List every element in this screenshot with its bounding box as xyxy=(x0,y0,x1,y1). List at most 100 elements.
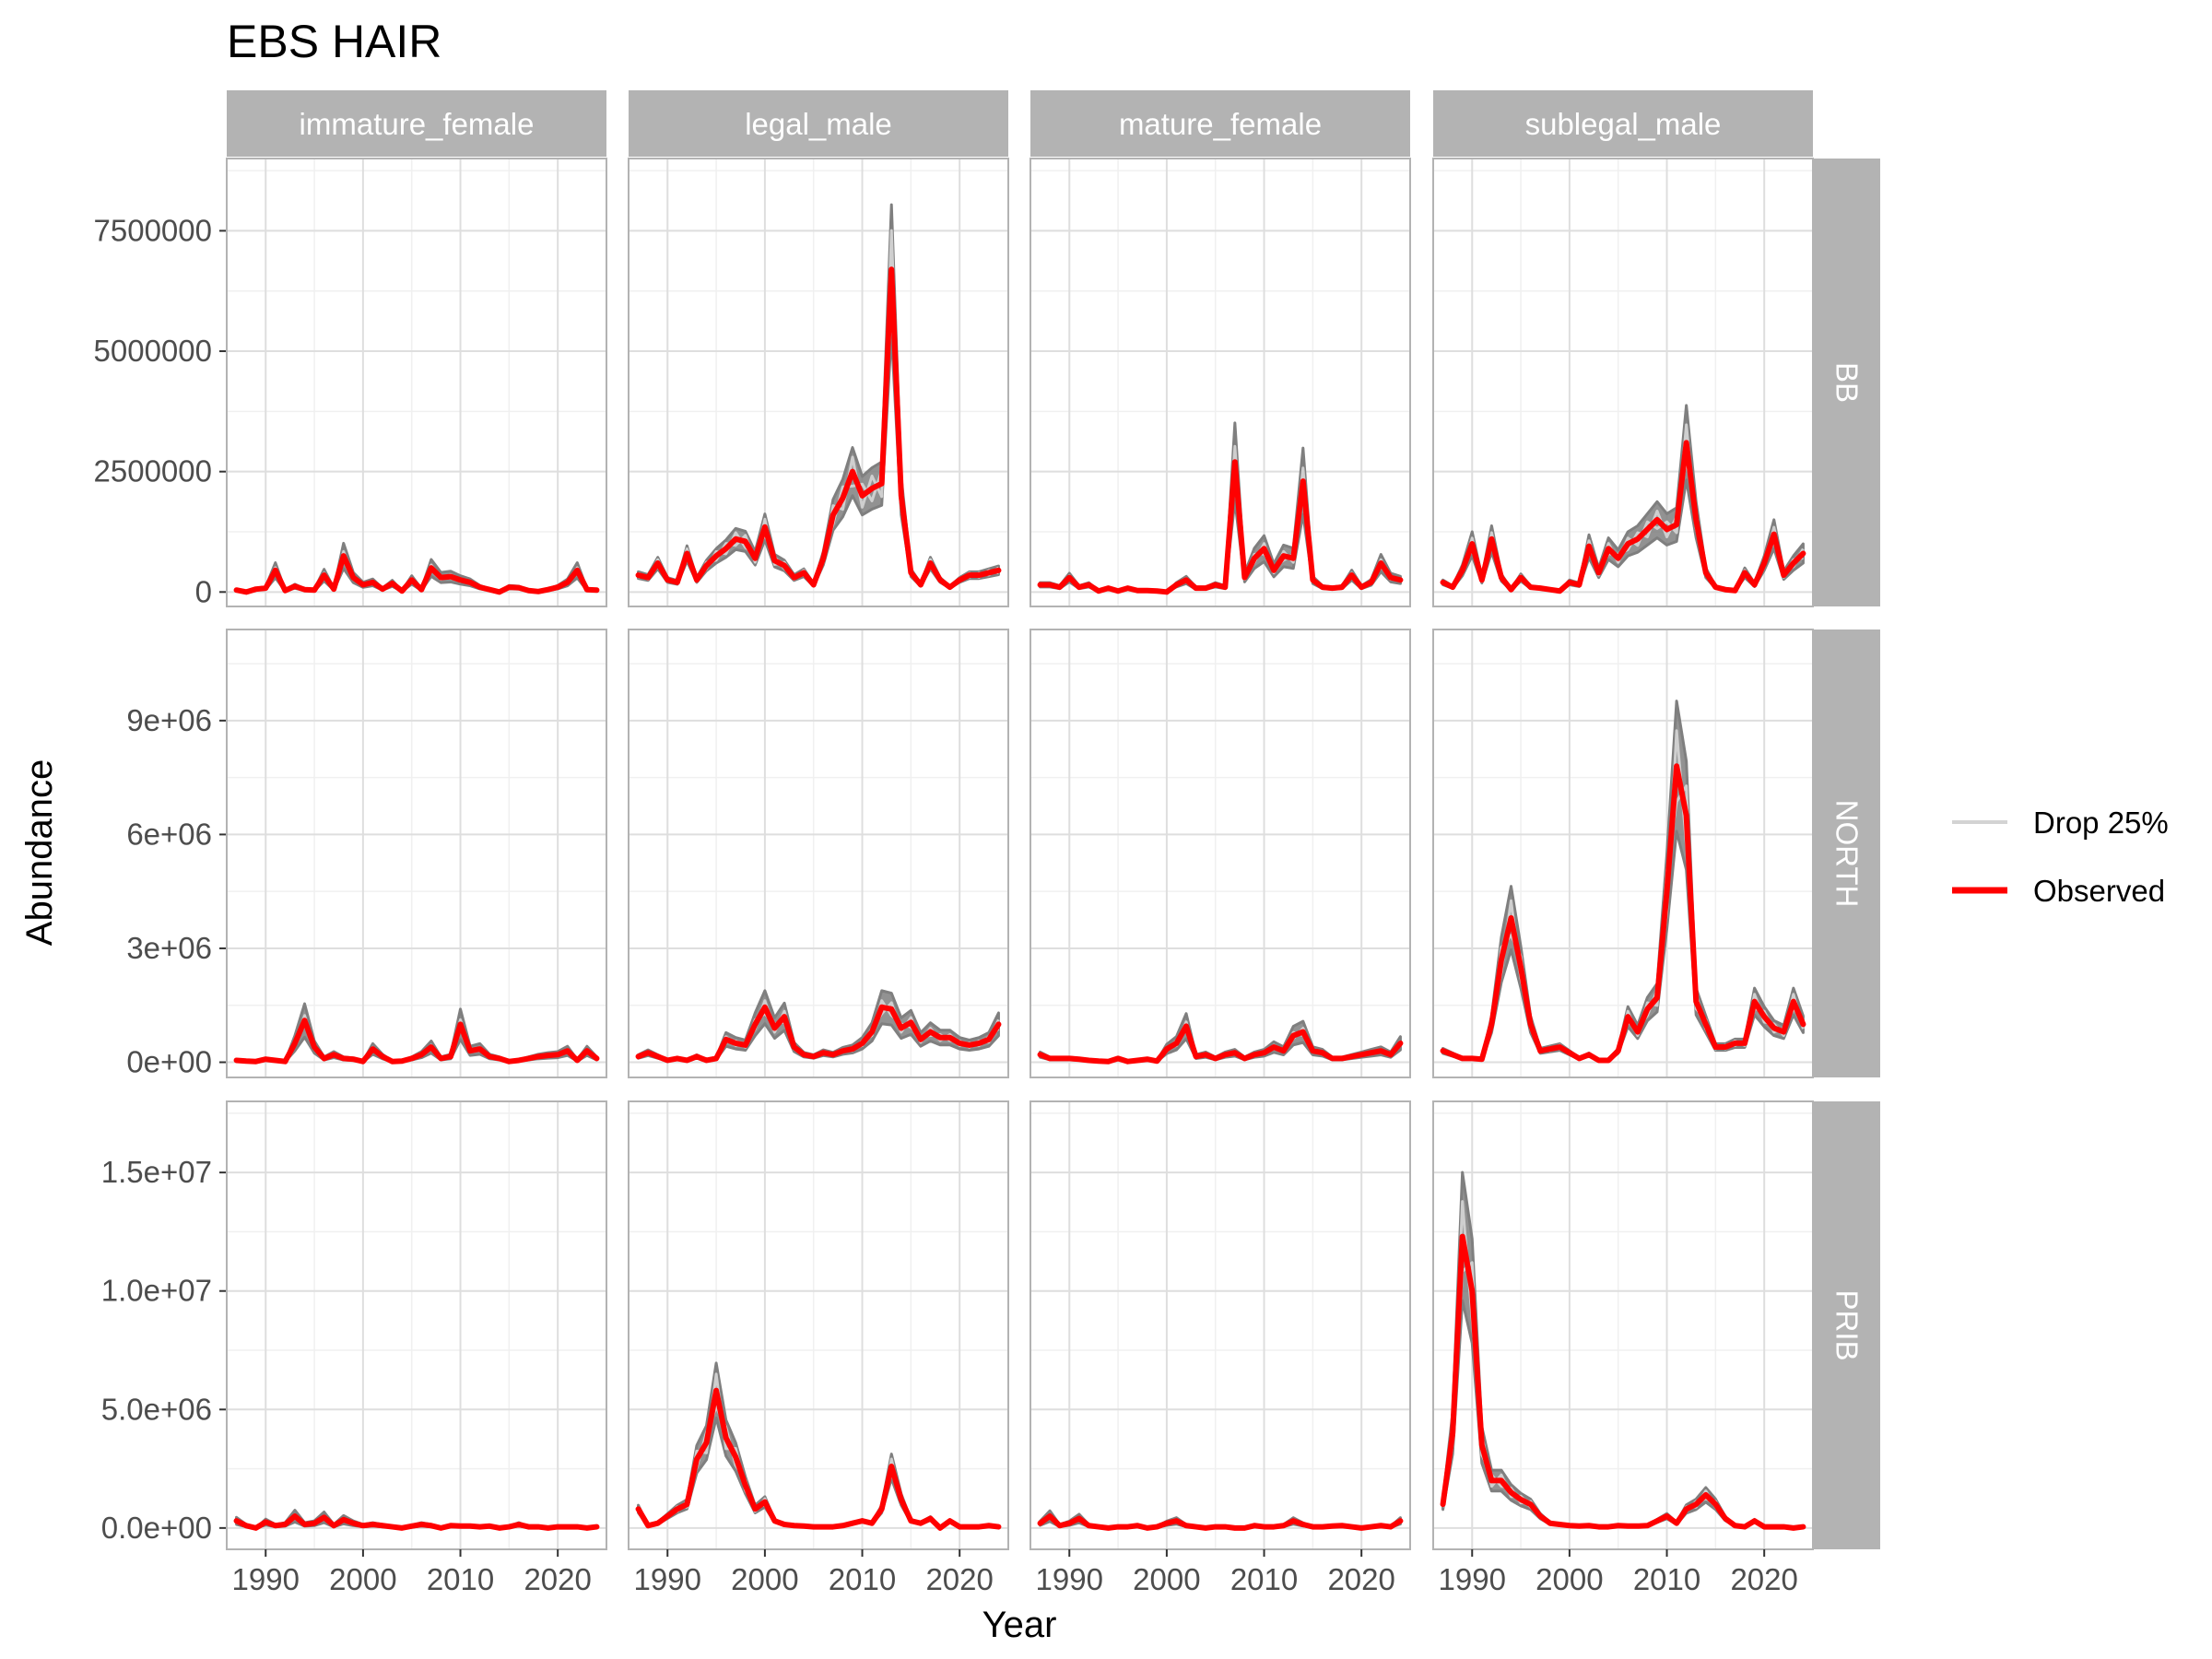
observed-line xyxy=(233,553,600,595)
panel-border xyxy=(226,629,607,1078)
panel-border xyxy=(628,158,1009,607)
legend-item: Drop 25% xyxy=(1952,806,2169,840)
facet-panel xyxy=(1030,1100,1411,1550)
panel-border xyxy=(628,629,1009,1078)
facet-grid: immature_female legal_male mature_female su… xyxy=(94,90,1880,1596)
observed-line xyxy=(635,266,1002,591)
panel-border xyxy=(1030,629,1411,1078)
panel-background xyxy=(227,1101,606,1549)
y-tick-label: 9e+06 xyxy=(126,703,212,737)
facet-row-strip: NORTH xyxy=(1814,629,1880,1077)
facet-panel xyxy=(226,1100,607,1550)
y-tick-label: 5000000 xyxy=(94,334,212,368)
panel-background xyxy=(629,1101,1008,1549)
panel-border xyxy=(1432,629,1814,1078)
y-tick-label: 3e+06 xyxy=(126,931,212,965)
y-tick-label: 1.5e+07 xyxy=(101,1155,212,1189)
facet-panel xyxy=(1030,629,1411,1078)
column-strip-background xyxy=(629,90,1008,157)
panel-border xyxy=(1030,158,1411,607)
row-strip-background xyxy=(1814,629,1880,1077)
facet-panel xyxy=(1432,629,1814,1078)
x-tick-label: 2020 xyxy=(524,1562,591,1596)
facet-panel xyxy=(628,1100,1009,1550)
facet-column-strip: immature_female xyxy=(227,90,606,157)
y-tick-label: 1.0e+07 xyxy=(101,1274,212,1308)
facet-column-strip: mature_female xyxy=(1030,90,1410,157)
x-tick-label: 2000 xyxy=(329,1562,396,1596)
panel-background xyxy=(1030,629,1410,1077)
panel-border xyxy=(1432,158,1814,607)
legend: Drop 25% Observed xyxy=(1952,806,2169,908)
facet-row-strip: BB xyxy=(1814,159,1880,606)
y-tick-label: 2500000 xyxy=(94,454,212,488)
column-strip-label: legal_male xyxy=(745,107,892,141)
panel-border xyxy=(226,158,607,607)
observed-line xyxy=(1037,1023,1404,1065)
panel-background xyxy=(1030,159,1410,606)
observed-line xyxy=(635,1387,1002,1531)
panel-background xyxy=(227,629,606,1077)
facet-column-strip: legal_male xyxy=(629,90,1008,157)
panel-background xyxy=(629,629,1008,1077)
observed-line xyxy=(233,1018,600,1065)
facet-panel xyxy=(226,158,607,607)
x-tick-label: 1990 xyxy=(1439,1562,1506,1596)
panel-background xyxy=(227,159,606,606)
observed-line xyxy=(635,1004,1002,1064)
row-strip-label: BB xyxy=(1830,362,1865,403)
row-strip-background xyxy=(1814,159,1880,606)
facet-panel xyxy=(628,629,1009,1078)
observed-line xyxy=(1440,763,1806,1064)
column-strip-label: sublegal_male xyxy=(1525,107,1722,141)
facet-panel xyxy=(1432,1100,1814,1550)
facet-panel xyxy=(1030,158,1411,607)
x-tick-label: 2010 xyxy=(1633,1562,1700,1596)
x-tick-label: 2000 xyxy=(1133,1562,1200,1596)
column-strip-background xyxy=(1433,90,1813,157)
x-tick-label: 2010 xyxy=(1230,1562,1298,1596)
panel-border xyxy=(1432,1100,1814,1550)
column-strip-label: immature_female xyxy=(300,107,535,141)
panel-background xyxy=(1030,1101,1410,1549)
facet-panel xyxy=(628,158,1009,607)
observed-line xyxy=(1440,440,1806,594)
x-axis-title: Year xyxy=(982,1605,1057,1645)
chart-title: EBS HAIR xyxy=(227,16,441,67)
column-strip-background xyxy=(227,90,606,157)
x-tick-label: 2000 xyxy=(731,1562,798,1596)
facet-panel xyxy=(226,629,607,1078)
observed-line xyxy=(1037,459,1404,595)
panel-border xyxy=(1030,1100,1411,1550)
panel-background xyxy=(629,159,1008,606)
x-tick-label: 1990 xyxy=(232,1562,300,1596)
y-axis-title: Abundance xyxy=(19,759,60,946)
y-tick-label: 0e+00 xyxy=(126,1045,212,1079)
x-tick-label: 2020 xyxy=(1730,1562,1797,1596)
x-tick-label: 1990 xyxy=(1036,1562,1103,1596)
legend-item: Observed xyxy=(1952,874,2165,908)
y-tick-label: 0 xyxy=(195,574,212,608)
legend-label: Observed xyxy=(2033,874,2165,908)
x-tick-label: 2000 xyxy=(1535,1562,1603,1596)
observed-line xyxy=(1037,1513,1404,1531)
row-strip-background xyxy=(1814,1101,1880,1549)
observed-line xyxy=(1440,1233,1806,1531)
x-tick-label: 2010 xyxy=(427,1562,494,1596)
legend-label: Drop 25% xyxy=(2033,806,2169,840)
observed-line xyxy=(233,1513,600,1531)
x-tick-label: 1990 xyxy=(634,1562,701,1596)
panel-border xyxy=(226,1100,607,1550)
y-tick-label: 7500000 xyxy=(94,213,212,247)
row-strip-label: NORTH xyxy=(1830,800,1865,908)
row-strip-label: PRIB xyxy=(1830,1289,1865,1360)
x-tick-label: 2020 xyxy=(925,1562,993,1596)
column-strip-background xyxy=(1030,90,1410,157)
facet-panel xyxy=(1432,158,1814,607)
facet-column-strip: sublegal_male xyxy=(1433,90,1813,157)
y-tick-label: 5.0e+06 xyxy=(101,1392,212,1426)
y-tick-label: 6e+06 xyxy=(126,817,212,851)
drop-25-band xyxy=(637,203,1000,590)
panel-border xyxy=(628,1100,1009,1550)
